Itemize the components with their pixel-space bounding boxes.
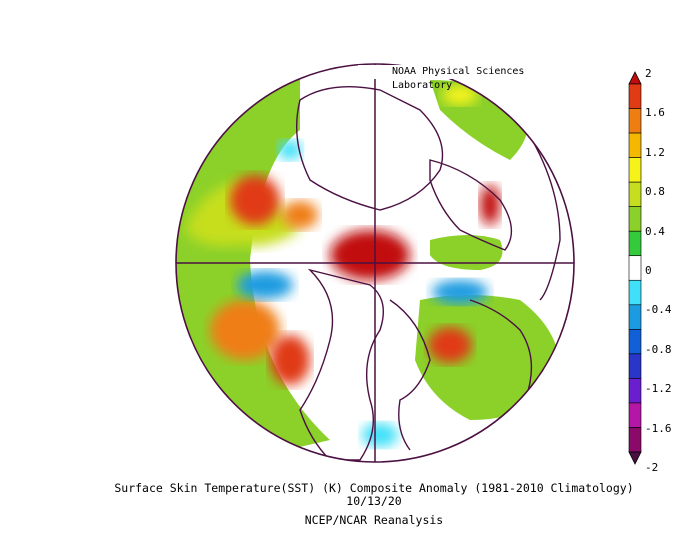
colorbar-segment bbox=[628, 206, 642, 232]
arctic-warm-anomaly bbox=[330, 230, 410, 280]
colorbar-segment bbox=[628, 427, 642, 453]
warm-anomaly bbox=[230, 175, 280, 225]
colorbar-segment bbox=[628, 181, 642, 207]
colorbar-tick-label: 1.6 bbox=[645, 106, 665, 120]
colorbar-tick-label: 2 bbox=[645, 67, 652, 80]
colorbar-segment bbox=[628, 83, 642, 109]
colorbar-tick-label: -0.8 bbox=[645, 342, 672, 356]
colorbar-tick-label: -0.4 bbox=[645, 303, 672, 317]
colorbar-tick-label: -2 bbox=[645, 461, 659, 474]
colorbar-tick-label: -1.2 bbox=[645, 382, 672, 396]
colorbar-segment bbox=[628, 230, 642, 257]
colorbar-tick-label: 0.8 bbox=[645, 185, 665, 199]
colorbar-segment bbox=[628, 279, 642, 306]
colorbar-segment bbox=[628, 402, 642, 428]
colorbar-segment bbox=[628, 329, 642, 355]
colorbar-segment bbox=[628, 108, 642, 134]
colorbar-tick-label: 0.4 bbox=[645, 224, 665, 238]
caption-title: Surface Skin Temperature(SST) (K) Compos… bbox=[114, 481, 634, 495]
colorbar-segment bbox=[628, 378, 642, 404]
caption-source: NCEP/NCAR Reanalysis bbox=[304, 513, 444, 527]
colorbar-min-arrow bbox=[628, 451, 642, 465]
colorbar-segment bbox=[628, 353, 642, 379]
colorbar-tick-label: -1.6 bbox=[645, 421, 672, 435]
colorbar-max-arrow bbox=[628, 71, 642, 85]
map-boundary bbox=[175, 63, 575, 463]
cold-anomaly bbox=[237, 271, 293, 299]
colorbar-segment bbox=[628, 255, 642, 281]
colorbar bbox=[628, 71, 642, 465]
colorbar-segment bbox=[628, 132, 642, 158]
attribution-label: NOAA Physical Sciences Laboratory bbox=[358, 65, 573, 91]
colorbar-tick-label: 0 bbox=[645, 264, 652, 277]
colorbar-segment bbox=[628, 304, 642, 330]
colorbar-segment bbox=[628, 157, 642, 183]
colorbar-tick-label: 1.2 bbox=[645, 145, 665, 159]
caption-date: 10/13/20 bbox=[346, 494, 402, 508]
